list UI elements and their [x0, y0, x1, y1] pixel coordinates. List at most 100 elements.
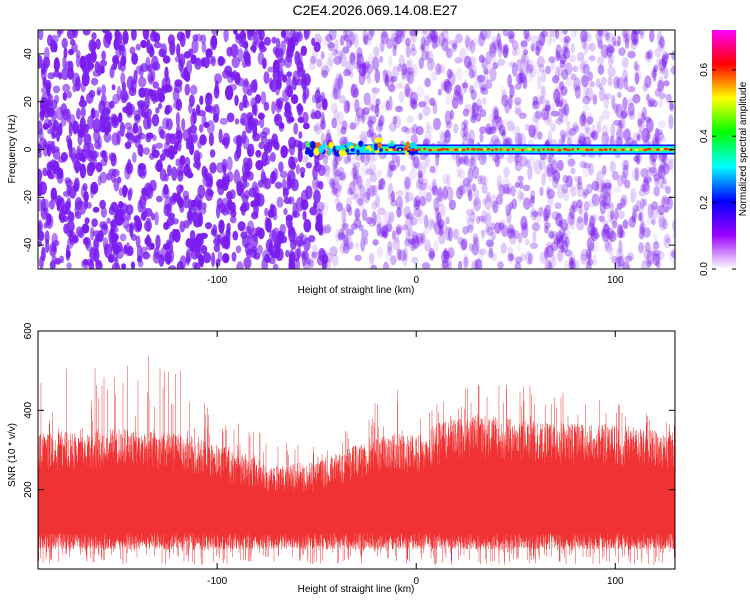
spectrogram-speckle	[157, 158, 163, 168]
spectrogram-speckle	[91, 32, 97, 40]
spectrogram-speckle	[272, 263, 279, 269]
spectrogram-speckle	[501, 89, 508, 103]
spectrogram-speckle	[231, 251, 237, 262]
spectrogram-speckle	[370, 264, 378, 269]
spectrogram-speckle	[360, 152, 365, 163]
spectrogram-speckle	[255, 160, 264, 171]
signal-core-dot	[603, 148, 608, 151]
signal-blob	[329, 141, 334, 149]
spectrogram-speckle	[561, 183, 569, 194]
spectrogram-speckle	[38, 120, 43, 135]
spectrogram-speckle	[390, 255, 397, 266]
signal-core-dot	[593, 148, 598, 152]
spectrogram-speckle	[524, 238, 530, 246]
spectrogram-speckle	[360, 165, 369, 177]
spectrogram-speckle	[500, 85, 505, 99]
spectrogram-speckle	[222, 69, 230, 79]
spectrogram-speckle	[368, 103, 374, 111]
spectrogram-speckle	[582, 59, 589, 69]
spectrogram-speckle	[400, 164, 406, 172]
spectrogram-speckle	[649, 97, 655, 108]
spectrogram-speckle	[482, 97, 487, 105]
spectrogram-speckle	[583, 42, 589, 56]
spectrogram-speckle	[223, 30, 229, 43]
spectrogram-speckle	[609, 160, 616, 173]
spectrogram-speckle	[79, 163, 87, 179]
signal-blob	[313, 148, 320, 156]
spectrogram-speckle	[654, 177, 659, 186]
spectrogram-speckle	[544, 214, 548, 222]
spectrogram-speckle	[269, 79, 278, 93]
spectrogram-speckle	[66, 262, 72, 269]
spectrogram-speckle	[541, 30, 549, 38]
spectrogram-speckle	[508, 229, 517, 245]
spectrogram-speckle	[559, 129, 565, 145]
spectrogram-speckle	[387, 163, 394, 177]
spectrogram-speckle	[142, 188, 150, 202]
spectrogram-speckle	[251, 104, 257, 115]
spectrogram-speckle	[614, 208, 619, 221]
spectrogram-speckle	[413, 207, 422, 218]
spectrogram-speckle	[445, 216, 450, 225]
spectrogram-speckle	[235, 245, 242, 254]
spectrogram-speckle	[314, 110, 322, 120]
spectrogram-speckle	[638, 232, 645, 240]
spectrogram-speckle	[109, 229, 114, 237]
signal-core-dot	[440, 147, 446, 151]
spectrogram-speckle	[395, 224, 403, 236]
spectrogram-speckle	[297, 116, 305, 124]
spectrogram-speckle	[205, 48, 213, 58]
spectrogram-speckle	[199, 123, 204, 133]
spectrogram-speckle	[427, 33, 433, 43]
spectrogram-speckle	[68, 48, 75, 56]
spectrogram-speckle	[672, 230, 675, 240]
spectrogram-speckle	[308, 63, 316, 71]
spectrogram-speckle	[366, 30, 374, 41]
spectrogram-speckle	[366, 34, 371, 42]
spectrogram-speckle	[175, 158, 181, 167]
spectrogram-speckle	[583, 127, 593, 139]
spectrogram-speckle	[357, 175, 363, 190]
spectrogram-speckle	[371, 200, 377, 211]
spectrogram-speckle	[612, 35, 617, 47]
spectrogram-speckle	[82, 183, 88, 192]
spectrogram-speckle	[486, 191, 491, 203]
spectrogram-speckle	[391, 190, 395, 203]
spectrogram-speckle	[557, 66, 563, 77]
spectrogram-speckle	[550, 110, 560, 117]
spectrogram-speckle	[200, 57, 206, 67]
spectrogram-speckle	[363, 237, 368, 246]
spectrogram-speckle	[87, 65, 93, 72]
spectrogram-speckle	[316, 213, 323, 228]
spectrogram-speckle	[395, 155, 401, 168]
spectrogram-speckle	[609, 52, 616, 64]
spectrogram-speckle	[139, 64, 144, 79]
spectrogram-speckle	[613, 186, 622, 193]
spectrogram-speckle	[388, 95, 393, 111]
spectrogram-speckle	[548, 103, 556, 113]
spectrogram-speckle	[469, 40, 476, 54]
spectrogram-speckle	[114, 256, 119, 269]
spectrogram-speckle	[491, 116, 497, 131]
spectrogram-speckle	[263, 36, 271, 46]
signal-core-dot	[417, 148, 421, 151]
spectrogram-speckle	[51, 232, 58, 247]
spectrogram-speckle	[444, 79, 451, 88]
signal-core-dot	[634, 148, 639, 152]
spectrogram-speckle	[42, 61, 49, 73]
spectrogram-speckle	[659, 67, 665, 75]
spectrogram-speckle	[365, 168, 374, 175]
spectrogram-speckle	[537, 211, 542, 223]
spectrogram-speckle	[363, 92, 371, 106]
spectrogram-speckle	[668, 158, 675, 173]
spectrogram-speckle	[492, 200, 499, 214]
spectrogram-speckle	[191, 131, 198, 144]
spectrogram-speckle	[607, 76, 613, 87]
spectrogram-speckle	[627, 252, 635, 261]
spectrogram-speckle	[611, 170, 619, 181]
spectrogram-speckle	[151, 55, 159, 70]
spectrogram-speckle	[531, 35, 540, 46]
spectrogram-speckle	[96, 89, 101, 96]
spectrogram-speckle	[235, 144, 242, 159]
spectrogram-speckle	[663, 67, 669, 80]
